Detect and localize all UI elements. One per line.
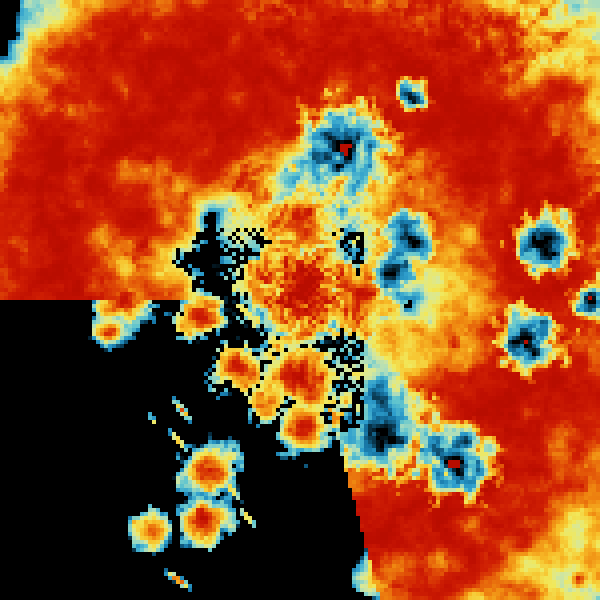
radar-reflectivity-heatmap — [0, 0, 600, 600]
radar-image-viewport: Weather radar reflectivity plan-position… — [0, 0, 600, 600]
